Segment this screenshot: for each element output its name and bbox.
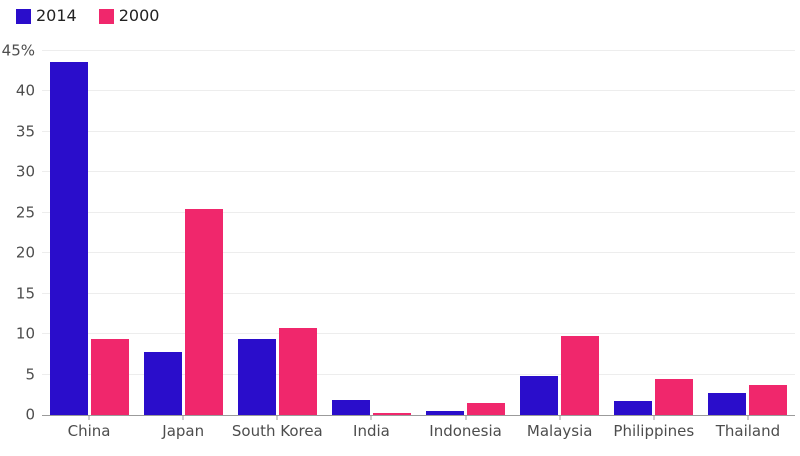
x-axis-tick	[747, 415, 749, 420]
gridline-15	[42, 292, 795, 294]
y-axis-tick-label-5: 5	[25, 365, 35, 384]
bar-2014-philippines	[614, 401, 653, 415]
bar-2000-philippines	[655, 378, 694, 415]
x-axis-category-label-malaysia: Malaysia	[526, 422, 593, 440]
bar-group-south-korea	[230, 51, 324, 415]
bar-2014-thailand	[708, 393, 747, 415]
gridline-35	[42, 130, 795, 132]
legend-item-2014: 2014	[16, 8, 77, 24]
bars-layer	[42, 51, 795, 415]
bar-group-japan	[136, 51, 230, 415]
gridline-20	[42, 252, 795, 254]
y-axis-tick-label-10: 10	[15, 324, 35, 343]
y-axis-tick-label-30: 30	[15, 162, 35, 181]
bar-group-philippines	[607, 51, 701, 415]
legend-item-2000: 2000	[98, 6, 160, 25]
bar-group-malaysia	[513, 51, 607, 415]
bar-2000-japan	[184, 208, 223, 415]
bar-group-thailand	[701, 51, 795, 415]
gridline-30	[42, 171, 795, 173]
y-axis-tick-label-20: 20	[15, 243, 35, 262]
bar-2000-india	[372, 412, 411, 415]
gridline-40	[42, 90, 795, 92]
gridline-5	[42, 373, 795, 375]
x-axis-tick	[276, 415, 278, 420]
y-axis-tick-label-15: 15	[15, 284, 35, 303]
x-axis-tick	[465, 415, 467, 420]
bar-2000-south-korea	[278, 327, 317, 415]
x-axis-tick	[370, 415, 372, 420]
bar-group-china	[42, 51, 136, 415]
plot-area: 0 5 10 15 20 25 30 35 40 45% China Japan South Korea…	[2, 43, 795, 439]
y-axis-tick-label-25: 25	[15, 203, 35, 222]
x-axis-tick	[559, 415, 561, 420]
y-axis-tick-label-40: 40	[15, 81, 35, 100]
gridline-10	[42, 333, 795, 335]
legend-swatch-2014-icon	[16, 8, 31, 24]
y-axis-tick-label-45: 45%	[1, 41, 35, 60]
bar-2014-japan	[143, 351, 182, 415]
x-axis-category-label-thailand: Thailand	[715, 422, 781, 440]
x-axis-category-label-china: China	[67, 422, 111, 440]
bar-2000-indonesia	[467, 402, 506, 415]
bar-2014-india	[331, 400, 370, 415]
gridline-25	[42, 211, 795, 213]
y-axis-tick-label-0: 0	[25, 405, 35, 424]
x-axis-category-label-south-korea: South Korea	[231, 422, 323, 440]
x-axis-category-label-philippines: Philippines	[613, 422, 695, 440]
bar-group-indonesia	[419, 51, 513, 415]
bar-2014-indonesia	[426, 410, 465, 415]
y-axis-tick-label-35: 35	[15, 122, 35, 141]
legend-label-2014: 2014	[36, 6, 77, 25]
x-axis-category-label-indonesia: Indonesia	[429, 422, 502, 440]
x-axis-category-label-india: India	[353, 422, 390, 440]
bar-2000-thailand	[749, 385, 788, 415]
x-axis-tick	[653, 415, 655, 420]
x-axis-tick	[88, 415, 90, 420]
gridline-45	[42, 50, 795, 51]
bar-2014-china	[49, 61, 88, 415]
x-axis-category-label-japan: Japan	[162, 422, 205, 440]
legend-swatch-2000-icon	[98, 8, 114, 24]
bar-2000-china	[90, 338, 129, 415]
x-axis-tick	[182, 415, 184, 420]
bar-group-india	[324, 51, 418, 415]
bar-2000-malaysia	[561, 335, 600, 415]
legend: 2014 2000	[16, 8, 159, 24]
bar-2014-malaysia	[520, 376, 559, 415]
legend-label-2000: 2000	[118, 6, 160, 25]
bar-2014-south-korea	[237, 338, 276, 415]
